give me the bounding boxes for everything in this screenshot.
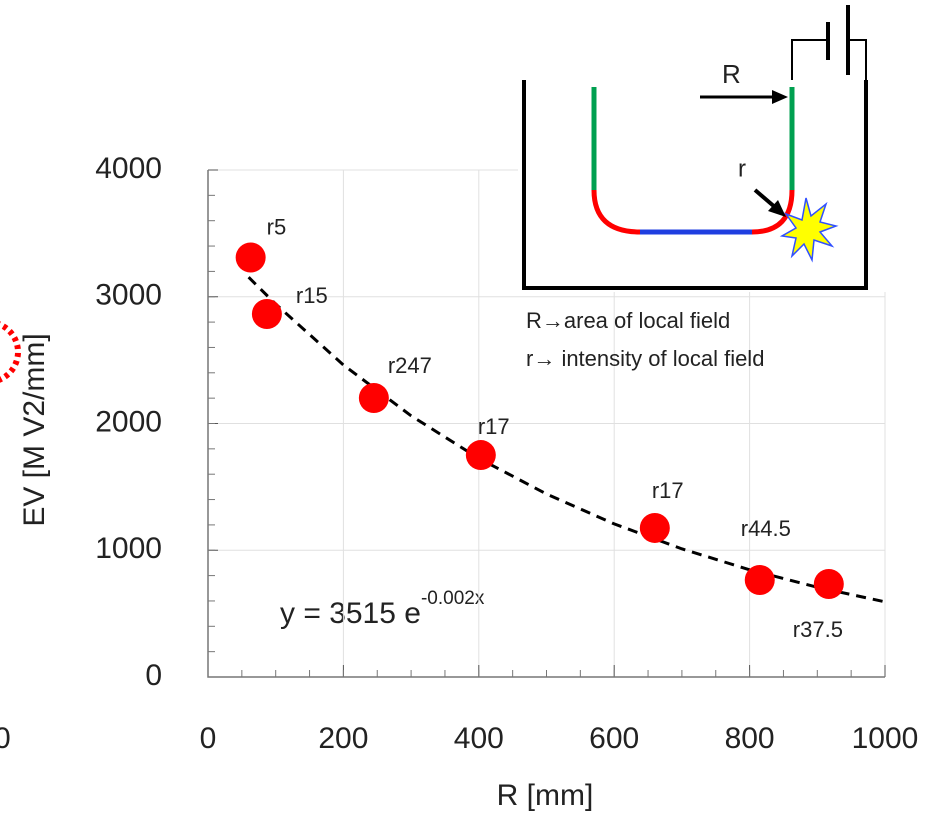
equation: y = 3515 e-0.002x <box>280 588 485 630</box>
arrow <box>753 188 778 210</box>
data-point <box>235 242 266 273</box>
point-label: r5 <box>267 214 287 239</box>
y-axis-label: EV [M V2/mm] <box>18 333 51 526</box>
data-point <box>358 383 389 414</box>
x-tick-label: 600 <box>589 722 639 755</box>
cut-off-marker <box>0 321 21 383</box>
spark <box>779 197 839 263</box>
vessel <box>522 80 868 290</box>
plot-area: 0 1000 2000 3000 4000 0 200 400 600 800 1000 r5 r15 r… <box>95 152 918 755</box>
data-point <box>744 565 775 596</box>
x-tick-label: 200 <box>318 722 368 755</box>
inset-background <box>518 60 890 292</box>
data-point <box>813 568 844 599</box>
inset-legend: R→area of local field <box>526 308 730 333</box>
arrowhead <box>772 90 788 104</box>
inset-label: r <box>738 155 746 182</box>
point-label: r17 <box>478 414 510 439</box>
point-label: r44.5 <box>741 516 791 541</box>
y-tick-label: 4000 <box>95 152 162 185</box>
axis <box>207 170 885 678</box>
x-tick-label: 800 <box>725 722 775 755</box>
inset-diagram: R r R→area of local field r→ intensity o… <box>518 5 890 371</box>
inset-label: R <box>722 59 741 89</box>
x-tick-label: 0 <box>200 722 217 755</box>
x-tick-label: 400 <box>454 722 504 755</box>
arrowhead <box>768 200 786 217</box>
point-label: r37.5 <box>793 617 843 642</box>
y-tick-label: 1000 <box>95 532 162 565</box>
point-label: r15 <box>296 283 328 308</box>
x-axis-label: R [mm] <box>497 779 594 812</box>
wire <box>791 39 867 80</box>
electrode-bend <box>591 189 641 235</box>
point-label: r247 <box>388 353 432 378</box>
x-tick-label: 1000 <box>852 722 919 755</box>
y-tick-label: 2000 <box>95 405 162 438</box>
y-tick-label: 3000 <box>95 279 162 312</box>
data-point <box>639 512 670 543</box>
y-tick-label: 0 <box>145 659 162 692</box>
data-point <box>251 298 282 329</box>
point-label: r17 <box>652 478 684 503</box>
data-point <box>465 440 496 471</box>
cut-off-tick: 0 <box>0 722 11 755</box>
equation-exponent: -0.002x <box>421 588 485 609</box>
equation-base: y = 3515 e <box>280 597 421 630</box>
electrode-bend <box>751 189 795 235</box>
inset-legend: r→ intensity of local field <box>526 346 764 371</box>
